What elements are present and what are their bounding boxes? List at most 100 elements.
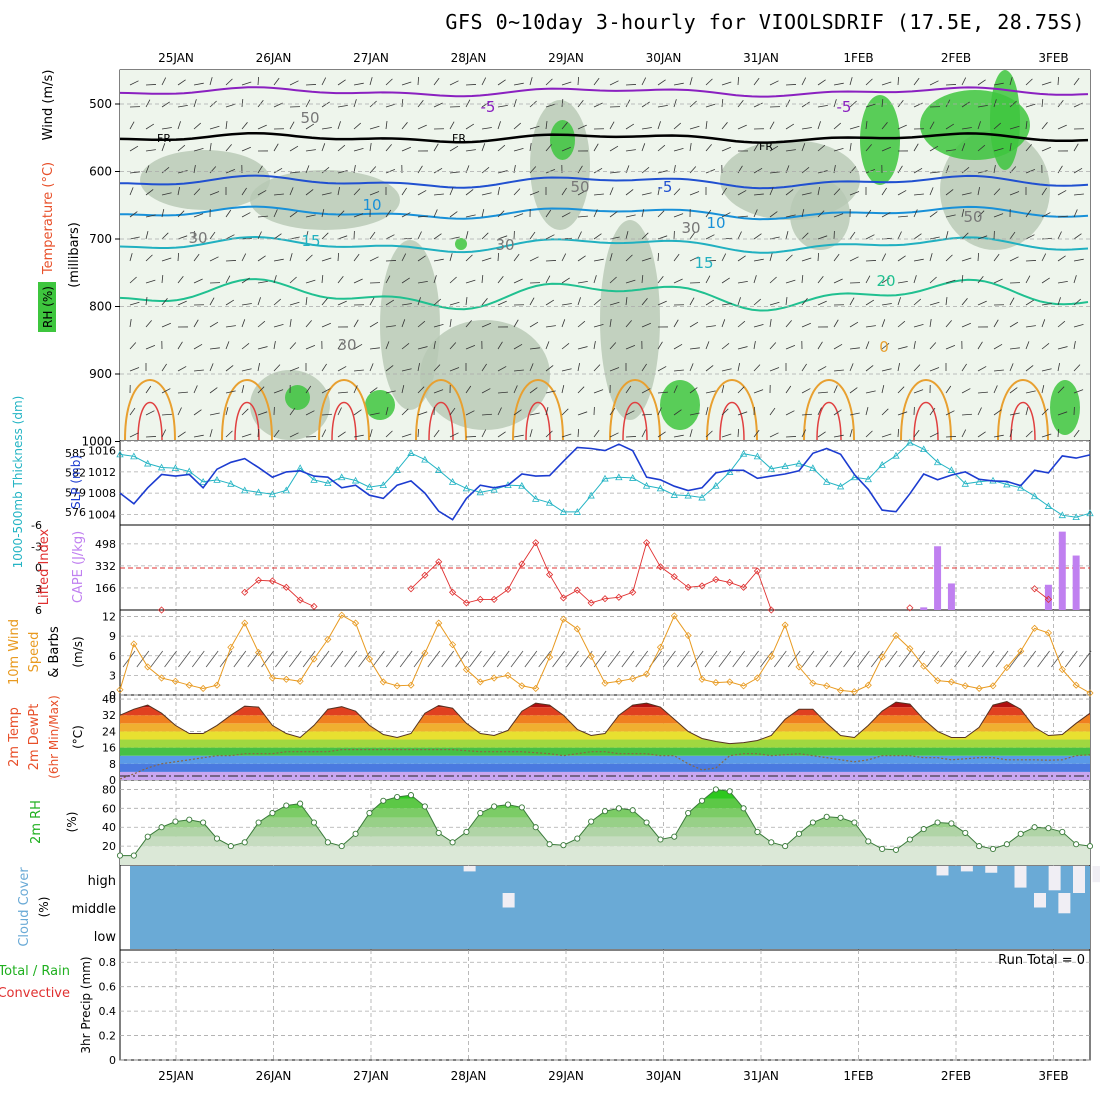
isotherm-15 — [119, 235, 1089, 254]
wind-barb — [801, 298, 808, 306]
wind-barb — [417, 215, 428, 218]
wind-barb — [753, 364, 761, 372]
wind-barb — [897, 363, 900, 372]
wind-barb — [753, 102, 763, 108]
thickness-marker — [213, 476, 221, 483]
wind-barb — [561, 187, 567, 196]
axis-label-cape: CAPE (J/kg) — [71, 531, 86, 603]
rh-marker — [601, 808, 609, 815]
thickness-marker — [144, 459, 152, 467]
wind-barb — [481, 257, 492, 262]
wind-barb — [897, 190, 907, 196]
wind-barb — [209, 191, 220, 196]
wind-barb — [513, 278, 523, 284]
thickness-marker — [1003, 480, 1011, 488]
wind-barb — [945, 410, 955, 416]
wind-barb — [417, 297, 421, 306]
wind-barb — [497, 104, 508, 108]
lifted-index-marker — [753, 567, 761, 575]
contour-label: 50 — [570, 178, 589, 196]
precip-tick-label: 0 — [109, 1054, 116, 1067]
thickness-marker — [823, 478, 831, 485]
wind-speed-marker — [462, 665, 470, 674]
thickness-marker — [698, 493, 706, 501]
rh-marker — [1031, 824, 1038, 831]
wind-barb — [1025, 299, 1035, 306]
wind-barb — [1057, 215, 1068, 218]
wind-barb — [161, 257, 172, 262]
lifted-index-marker — [255, 576, 263, 584]
lifted-index-marker — [601, 595, 609, 603]
precip-tick-label: 0.8 — [99, 956, 117, 969]
wind-speed-marker — [892, 631, 900, 640]
cloud-clear-gap — [1092, 866, 1100, 883]
wind-barb — [369, 363, 374, 372]
wind-barb — [273, 193, 284, 196]
lifted-index-marker — [587, 599, 595, 607]
rh-marker — [186, 816, 193, 823]
wind-barb — [305, 99, 311, 108]
date-label-top: 26JAN — [256, 51, 292, 65]
temp-band — [120, 701, 1090, 708]
wind-barb — [737, 320, 746, 328]
wind-barb — [337, 341, 343, 350]
cape-bar — [934, 546, 942, 610]
wind-barb — [737, 428, 740, 438]
wind-barb — [273, 143, 279, 152]
contour-label: 20 — [876, 272, 895, 290]
wind-barb — [401, 385, 405, 394]
precip-tick-label: 0.6 — [99, 981, 117, 994]
thickness-marker — [767, 464, 775, 472]
wind-barb — [305, 410, 315, 416]
wind-barb — [417, 99, 424, 108]
wind-barb — [993, 165, 996, 174]
wind-barb — [481, 322, 491, 328]
wind-barb — [369, 321, 379, 328]
wind-barb — [449, 211, 458, 218]
wind-barb — [657, 300, 667, 306]
wind-barb — [481, 232, 489, 240]
rh-marker — [754, 828, 761, 835]
wind-barb — [657, 121, 661, 130]
axis-unit-wind: (m/s) — [71, 636, 85, 667]
surface-wind-barb — [1064, 650, 1078, 668]
cape-bar — [1058, 531, 1066, 610]
contour-label: FR — [452, 132, 466, 145]
wind-barb — [129, 80, 139, 86]
wind-barb — [1057, 363, 1060, 372]
wind-barb — [417, 363, 420, 372]
wind-barb — [897, 255, 906, 262]
wind-barb — [561, 303, 572, 306]
contour-label: FR — [759, 140, 773, 153]
wind-barb — [385, 299, 395, 306]
run-total-label: Run Total = 0 — [998, 953, 1085, 968]
wind-barb — [721, 212, 731, 218]
wind-barb — [625, 320, 632, 328]
wind-barb — [705, 430, 713, 438]
wind-barb — [801, 322, 811, 328]
wind-speed-marker — [559, 615, 567, 623]
wind-barb — [641, 232, 649, 240]
wind-barb — [289, 367, 300, 372]
wind-barb — [401, 303, 412, 306]
wind-barb — [353, 319, 359, 328]
temp-band — [120, 755, 1090, 764]
wind-barb — [993, 343, 1003, 350]
thickness-marker — [268, 490, 277, 498]
wind-barb — [385, 365, 394, 372]
wind-barb — [977, 187, 980, 196]
wind-barb — [737, 411, 748, 416]
wind-barb — [785, 231, 789, 240]
wind-barb — [177, 366, 187, 372]
wind-barb — [465, 123, 475, 130]
rh-marker — [920, 826, 927, 833]
wind-speed-marker — [573, 625, 581, 633]
wind-barb — [273, 275, 277, 284]
wind-barb — [641, 257, 652, 262]
thickness-marker — [545, 498, 554, 506]
wind-barb — [481, 274, 484, 284]
wind-barb — [257, 297, 261, 306]
wind-barb — [481, 429, 487, 438]
date-label-top: 3FEB — [1038, 51, 1068, 65]
wind-barb — [593, 275, 597, 284]
